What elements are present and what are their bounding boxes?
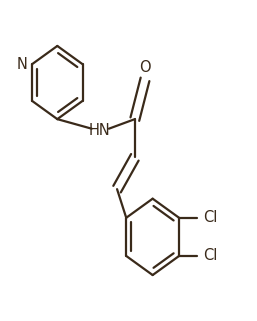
Text: N: N: [16, 57, 27, 72]
Text: Cl: Cl: [203, 210, 218, 225]
Text: HN: HN: [88, 123, 110, 138]
Text: O: O: [139, 60, 151, 75]
Text: Cl: Cl: [203, 248, 218, 264]
